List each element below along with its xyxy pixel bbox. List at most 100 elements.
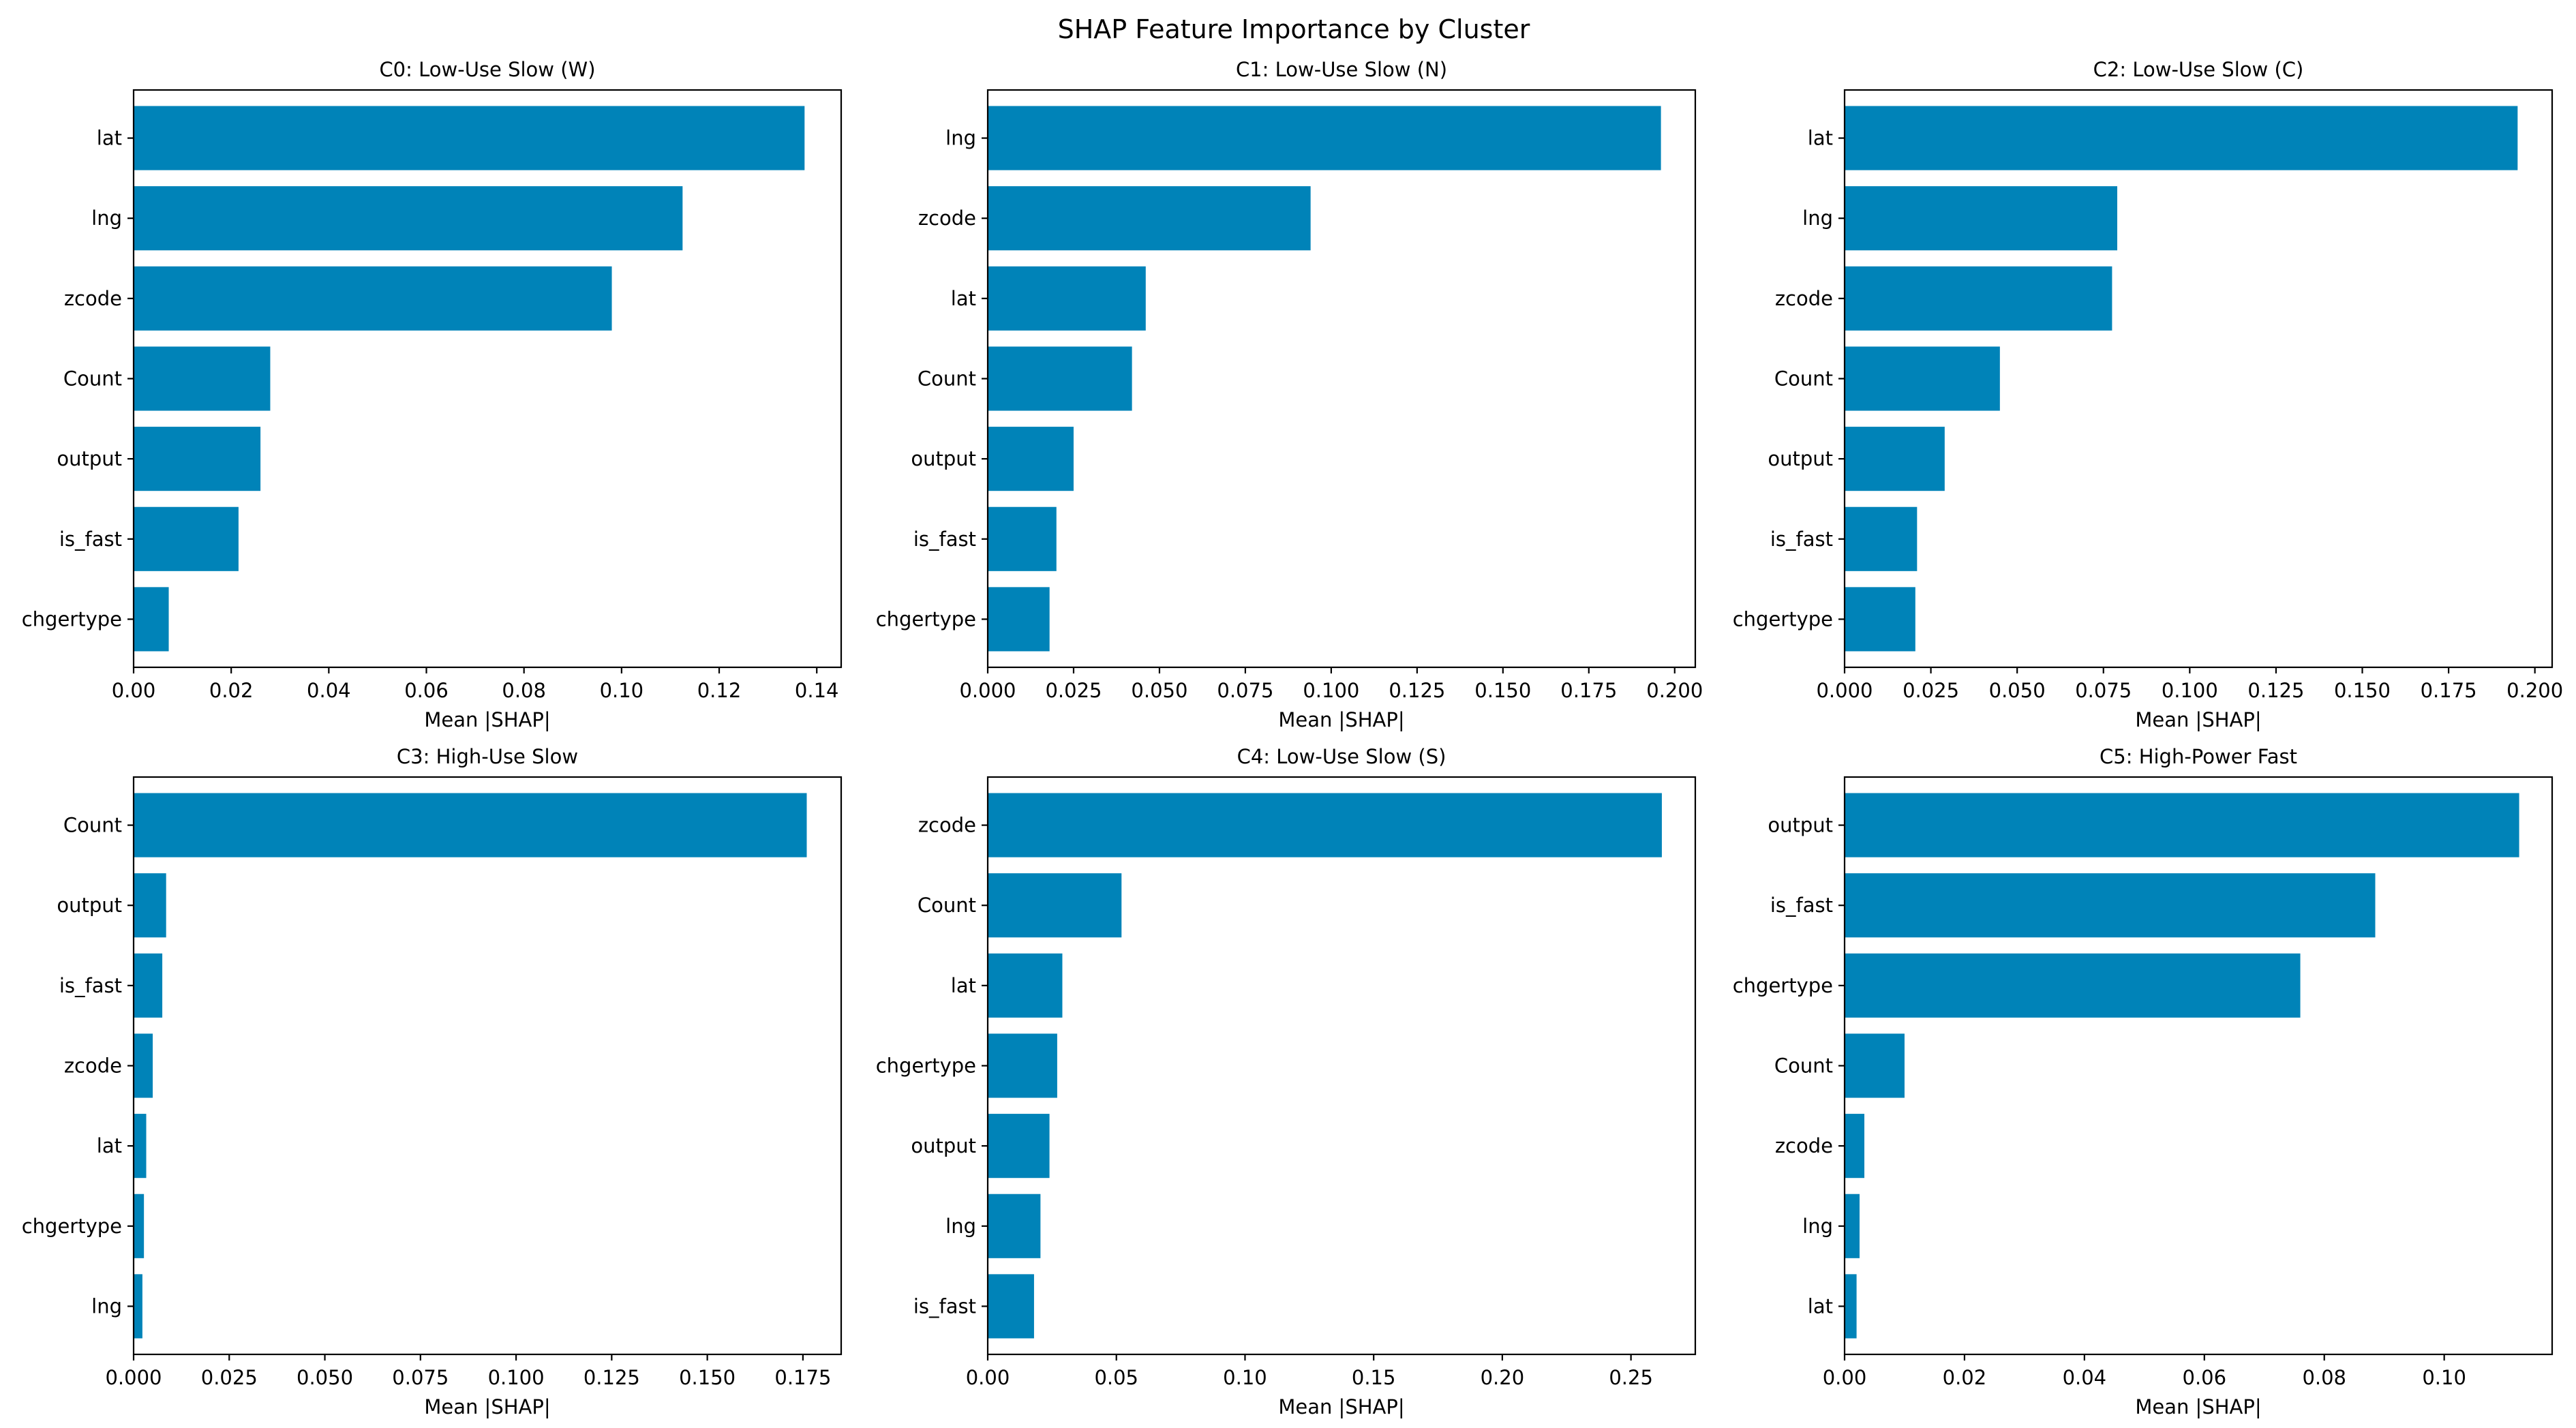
y-tick-label: chgertype bbox=[1733, 974, 1833, 997]
axes-frame bbox=[986, 89, 1697, 669]
x-tick-label: 0.00 bbox=[112, 679, 156, 702]
bar-lng bbox=[1845, 1194, 1860, 1258]
bar-chgertype bbox=[134, 587, 169, 652]
x-axis-label: Mean |SHAP| bbox=[424, 1395, 550, 1418]
subplot-title: C3: High-Use Slow bbox=[397, 745, 578, 768]
y-tick-label: lng bbox=[91, 207, 122, 230]
x-axis-label: Mean |SHAP| bbox=[1278, 708, 1404, 731]
x-tick-label: 0.050 bbox=[1131, 679, 1187, 702]
y-tick-label: is_fast bbox=[59, 528, 122, 551]
x-axis-label: Mean |SHAP| bbox=[424, 708, 550, 731]
y-tick-label: output bbox=[1768, 814, 1833, 837]
x-tick-label: 0.14 bbox=[795, 679, 839, 702]
x-tick-label: 0.02 bbox=[1943, 1366, 1987, 1389]
bar-zcode bbox=[134, 1033, 153, 1098]
axes-frame bbox=[986, 776, 1697, 1356]
y-tick-label: zcode bbox=[1775, 1134, 1833, 1157]
bar-Count bbox=[134, 346, 271, 411]
subplot-title: C4: Low-Use Slow (S) bbox=[1237, 745, 1446, 768]
bar-is_fast bbox=[988, 506, 1057, 571]
subplot-title: C1: Low-Use Slow (N) bbox=[1236, 58, 1447, 81]
x-tick-label: 0.025 bbox=[1045, 679, 1102, 702]
x-tick-label: 0.175 bbox=[774, 1366, 831, 1389]
bar-lat bbox=[134, 106, 805, 170]
bar-output bbox=[988, 427, 1074, 491]
bar-output bbox=[134, 873, 166, 938]
bar-lng bbox=[134, 186, 683, 251]
y-tick-label: lng bbox=[1802, 1215, 1833, 1238]
bar-Count bbox=[134, 793, 807, 857]
x-tick-label: 0.15 bbox=[1352, 1366, 1396, 1389]
x-tick-label: 0.10 bbox=[600, 679, 644, 702]
x-tick-label: 0.08 bbox=[2302, 1366, 2346, 1389]
bar-zcode bbox=[1845, 1114, 1865, 1179]
y-tick-label: Count bbox=[1774, 1054, 1833, 1078]
x-tick-label: 0.02 bbox=[209, 679, 254, 702]
bar-chgertype bbox=[988, 587, 1050, 652]
x-tick-label: 0.150 bbox=[2334, 679, 2391, 702]
bar-output bbox=[1845, 427, 1945, 491]
bar-zcode bbox=[134, 266, 612, 331]
y-tick-label: chgertype bbox=[876, 607, 976, 631]
y-tick-label: lat bbox=[97, 127, 122, 150]
y-tick-label: is_fast bbox=[913, 528, 976, 551]
y-tick-label: zcode bbox=[64, 1054, 122, 1078]
x-tick-label: 0.06 bbox=[404, 679, 449, 702]
y-tick-label: lng bbox=[91, 1294, 122, 1318]
y-tick-label: output bbox=[911, 1134, 976, 1157]
x-tick-label: 0.150 bbox=[679, 1366, 736, 1389]
x-tick-label: 0.100 bbox=[2162, 679, 2218, 702]
bar-is_fast bbox=[134, 953, 163, 1018]
subplot-3: C3: High-Use Slow Count output is_fastzcode… bbox=[22, 745, 843, 1418]
y-tick-label: is_fast bbox=[1770, 894, 1833, 917]
bar-chgertype bbox=[1845, 587, 1915, 652]
x-tick-label: 0.050 bbox=[297, 1366, 353, 1389]
bar-lat bbox=[1845, 106, 2518, 170]
x-tick-label: 0.00 bbox=[1823, 1366, 1867, 1389]
bar-is_fast bbox=[134, 506, 239, 571]
x-tick-label: 0.000 bbox=[105, 1366, 162, 1389]
x-tick-label: 0.075 bbox=[2075, 679, 2132, 702]
axes-frame bbox=[132, 89, 843, 669]
x-axis-label: Mean |SHAP| bbox=[2135, 708, 2261, 731]
bar-zcode bbox=[988, 186, 1311, 251]
y-tick-label: zcode bbox=[918, 814, 976, 837]
y-tick-label: chgertype bbox=[22, 607, 122, 631]
y-tick-label: zcode bbox=[918, 207, 976, 230]
x-tick-label: 0.10 bbox=[2422, 1366, 2466, 1389]
subplot-2: C2: Low-Use Slow (C) lat lng zcode Count outp… bbox=[1733, 58, 2563, 731]
x-tick-label: 0.075 bbox=[1217, 679, 1273, 702]
bar-is_fast bbox=[1845, 873, 2376, 938]
bar-Count bbox=[1845, 346, 2000, 411]
subplot-title: C5: High-Power Fast bbox=[2100, 745, 2297, 768]
figure-title: SHAP Feature Importance by Cluster bbox=[1058, 14, 1530, 44]
bar-is_fast bbox=[988, 1274, 1034, 1339]
x-axis-label: Mean |SHAP| bbox=[1278, 1395, 1404, 1418]
y-tick-label: Count bbox=[918, 367, 976, 391]
x-tick-label: 0.075 bbox=[392, 1366, 449, 1389]
x-tick-label: 0.200 bbox=[1646, 679, 1703, 702]
bar-chgertype bbox=[988, 1033, 1057, 1098]
bar-output bbox=[1845, 793, 2519, 857]
subplot-0: C0: Low-Use Slow (W) lat lng zcode Count outp… bbox=[22, 58, 843, 731]
y-tick-label: is_fast bbox=[913, 1294, 976, 1318]
y-tick-label: chgertype bbox=[22, 1215, 122, 1238]
x-tick-label: 0.04 bbox=[2063, 1366, 2107, 1389]
y-tick-label: output bbox=[57, 447, 122, 470]
y-tick-label: zcode bbox=[1775, 287, 1833, 310]
bar-Count bbox=[988, 873, 1122, 938]
bar-Count bbox=[1845, 1033, 1905, 1098]
y-tick-label: zcode bbox=[64, 287, 122, 310]
x-tick-label: 0.12 bbox=[697, 679, 742, 702]
subplot-grid: C0: Low-Use Slow (W) lat lng zcode Count outp… bbox=[22, 58, 2563, 1418]
bar-lat bbox=[988, 266, 1146, 331]
y-tick-label: lat bbox=[951, 287, 976, 310]
y-tick-label: Count bbox=[63, 367, 122, 391]
x-tick-label: 0.125 bbox=[2247, 679, 2304, 702]
bar-zcode bbox=[1845, 266, 2112, 331]
subplot-5: C5: High-Power Fast output is_fast chgertyp… bbox=[1733, 745, 2554, 1418]
bar-lat bbox=[1845, 1274, 1857, 1339]
x-tick-label: 0.20 bbox=[1481, 1366, 1525, 1389]
x-tick-label: 0.25 bbox=[1609, 1366, 1653, 1389]
